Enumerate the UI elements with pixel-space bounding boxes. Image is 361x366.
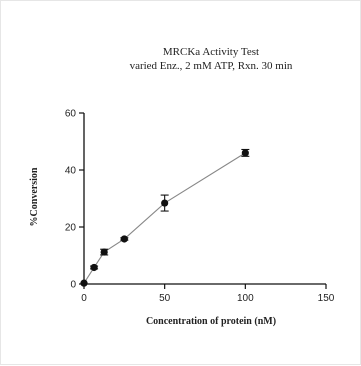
y-axis-label: %Conversion [29, 167, 40, 226]
x-tick-label: 50 [159, 293, 171, 304]
x-tick-label: 100 [237, 293, 254, 304]
y-tick-label: 60 [65, 109, 77, 120]
data-point [241, 149, 249, 157]
y-tick-label: 40 [65, 166, 77, 177]
y-tick-label: 0 [70, 280, 76, 291]
x-ticks: 0 50 100 150 [81, 284, 335, 304]
plot-area [80, 148, 250, 287]
data-point [120, 235, 128, 243]
x-tick-label: 150 [318, 293, 335, 304]
series-line [83, 152, 246, 284]
data-point [90, 263, 98, 272]
y-ticks: 0 20 40 60 [65, 109, 84, 291]
x-tick-label: 0 [81, 293, 87, 304]
data-point [161, 199, 169, 207]
chart-title: MRCKa Activity Test [163, 46, 259, 58]
y-tick-label: 20 [65, 223, 77, 234]
chart-subtitle: varied Enz., 2 mM ATP, Rxn. 30 min [130, 60, 293, 72]
x-axis-label: Concentration of protein (nM) [146, 316, 276, 327]
data-point [100, 248, 108, 256]
